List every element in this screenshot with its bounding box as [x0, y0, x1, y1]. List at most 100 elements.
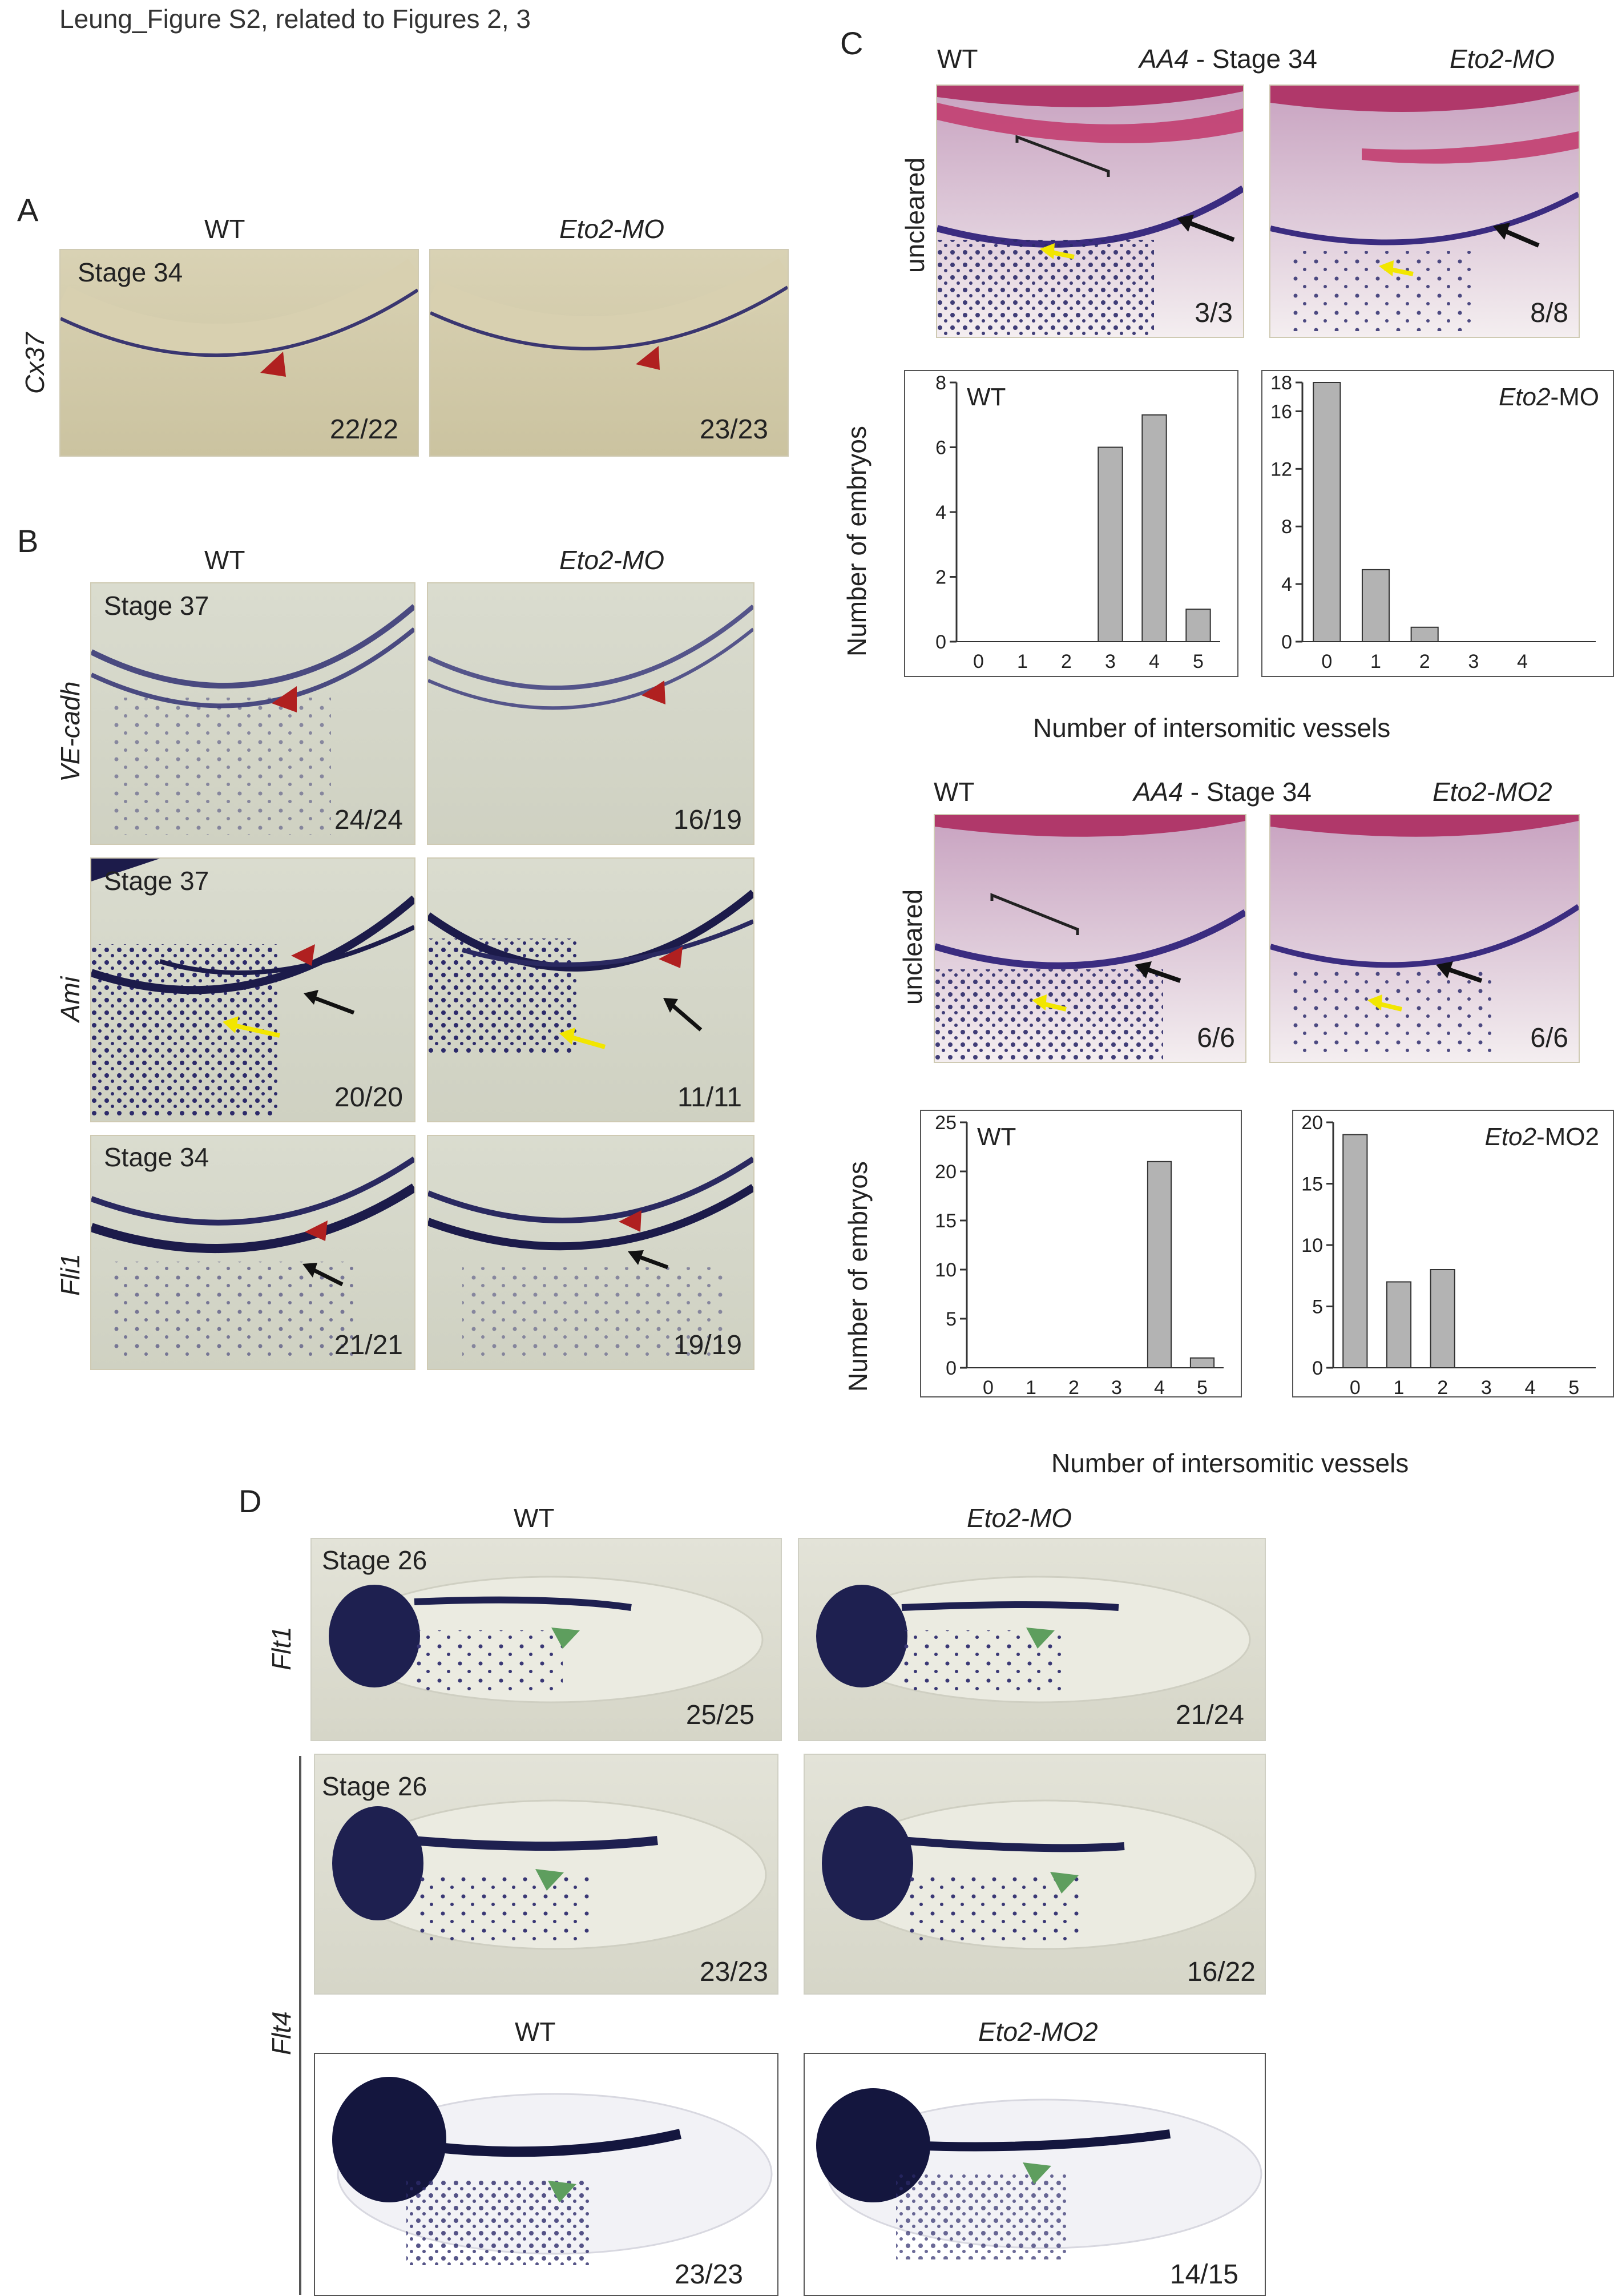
panel-letter-b: B	[17, 523, 39, 559]
col-label-mo2: Eto2-MO2	[978, 2017, 1098, 2047]
y-tick-label: 0	[1312, 1358, 1323, 1379]
x-tick-label: 0	[1350, 1377, 1361, 1399]
embryo-drawing	[315, 2054, 777, 2295]
image-flt4-mo2: 14/15	[804, 2053, 1266, 2296]
x-tick-label: 3	[1105, 651, 1116, 672]
embryo-count: 22/22	[329, 414, 398, 445]
y-tick-label: 4	[935, 502, 946, 523]
chart-svg: 0 5 10 15 20 0 1 2 3 4 5 Eto2-MO2	[1301, 1112, 1599, 1399]
y-tick-label: 18	[1270, 372, 1292, 394]
chart-c-wt-2: 0 5 10 15 20 25 0 1 2 3 4 5 WT	[920, 1110, 1242, 1399]
row-label-vecadh: VE-cadh	[55, 681, 85, 782]
embryo-count: 21/24	[1175, 1700, 1244, 1730]
row-label-uncleared: uncleared	[900, 157, 930, 273]
legend-label: WT	[977, 1123, 1016, 1151]
embryo-count: 23/23	[674, 2259, 743, 2290]
bar	[1361, 569, 1390, 642]
image-cx37-wt: Stage 34 22/22	[59, 249, 419, 457]
legend-label: Eto2-MO2	[1484, 1123, 1599, 1151]
y-tick-label: 12	[1270, 458, 1292, 480]
image-vecadh-mo: 16/19	[427, 582, 754, 845]
embryo-count: 25/25	[685, 1700, 754, 1730]
gene-stage-label: AA4 - Stage 34	[1133, 779, 1312, 805]
col-label-mo: Eto2-MO	[559, 214, 665, 244]
embryo-count: 16/19	[673, 805, 742, 835]
tissue-drawing	[91, 859, 414, 1121]
panel-letter-a: A	[17, 192, 39, 228]
x-tick-label: 1	[1370, 651, 1381, 672]
y-tick-label: 8	[1281, 516, 1292, 538]
embryo-count: 24/24	[334, 805, 403, 835]
x-tick-label: 4	[1154, 1377, 1165, 1399]
embryo-count: 11/11	[677, 1082, 742, 1113]
x-tick-label: 0	[983, 1377, 994, 1399]
stage-label: Stage 34	[78, 257, 183, 287]
x-tick-label: 3	[1111, 1377, 1122, 1399]
chart-svg: 0 2 4 6 8 0 1 2 3 4 5 WT	[935, 372, 1220, 672]
x-tick-label: 0	[1321, 651, 1332, 672]
row-label-ami: Ami	[55, 976, 85, 1022]
tissue-drawing	[430, 250, 788, 456]
image-flt1-mo: 21/24	[798, 1538, 1266, 1741]
image-vecadh-wt: Stage 37 24/24	[90, 582, 415, 845]
bar	[1386, 1281, 1412, 1368]
chart-svg: 0 5 10 15 20 25 0 1 2 3 4 5 WT	[935, 1112, 1224, 1399]
embryo-count: 23/23	[699, 1957, 768, 1987]
figure-title: Leung_Figure S2, related to Figures 2, 3	[59, 4, 531, 34]
image-flt1-wt: Stage 26 25/25	[310, 1538, 782, 1741]
stage-label: Stage 34	[104, 1142, 209, 1172]
stage-text: - Stage 34	[1183, 777, 1312, 807]
embryo-drawing	[799, 1539, 1265, 1740]
x-tick-label: 5	[1197, 1377, 1208, 1399]
tissue-drawing	[937, 86, 1243, 337]
embryo-drawing	[315, 1755, 777, 1993]
embryo-count: 3/3	[1195, 298, 1233, 328]
x-tick-label: 4	[1149, 651, 1160, 672]
y-tick-label: 5	[946, 1308, 957, 1330]
col-label-mo2: Eto2-MO2	[1433, 777, 1552, 807]
embryo-count: 14/15	[1169, 2259, 1238, 2290]
tissue-drawing	[1270, 86, 1579, 337]
image-aa4-wt-2: 6/6	[934, 814, 1246, 1063]
y-tick-label: 15	[935, 1210, 957, 1232]
col-label-wt: WT	[514, 1503, 555, 1533]
bar	[1097, 446, 1123, 642]
gene-stage-label: AA4 - Stage 34	[1139, 46, 1317, 72]
row-label-flt1: Flt1	[267, 1626, 296, 1670]
embryo-drawing	[805, 1755, 1265, 1993]
x-axis-label: Number of intersomitic vessels	[1051, 1448, 1409, 1478]
embryo-count: 23/23	[699, 414, 768, 445]
panel-letter-c: C	[840, 25, 864, 61]
stage-label: Stage 37	[104, 591, 209, 621]
x-tick-label: 2	[1061, 651, 1072, 672]
chart-c-mo: 0 4 8 12 16 18 0 1 2 3 4 Eto2-MO	[1261, 370, 1614, 677]
x-tick-label: 4	[1517, 651, 1528, 672]
embryo-drawing	[805, 2054, 1265, 2295]
col-label-wt: WT	[515, 2017, 556, 2047]
x-tick-label: 0	[973, 651, 984, 672]
image-ami-mo: 11/11	[427, 857, 754, 1122]
panel-letter-d: D	[239, 1483, 262, 1519]
stage-label: Stage 37	[104, 866, 209, 896]
col-label-wt: WT	[934, 777, 975, 807]
chart-c-mo2: 0 5 10 15 20 0 1 2 3 4 5 Eto2-MO2	[1292, 1110, 1614, 1399]
stage-label: Stage 26	[322, 1545, 427, 1575]
x-tick-label: 4	[1525, 1377, 1536, 1399]
stage-text: - Stage 34	[1188, 44, 1317, 74]
y-tick-label: 0	[946, 1358, 957, 1379]
tissue-drawing	[935, 815, 1245, 1062]
y-tick-label: 5	[1312, 1296, 1323, 1318]
y-tick-label: 20	[935, 1161, 957, 1183]
gene-name: AA4	[1139, 44, 1189, 74]
x-tick-label: 3	[1468, 651, 1479, 672]
y-tick-label: 6	[935, 437, 946, 459]
row-label-uncleared: uncleared	[898, 889, 927, 1005]
x-tick-label: 2	[1437, 1377, 1448, 1399]
y-tick-label: 20	[1301, 1112, 1323, 1134]
image-ami-wt: Stage 37 20/20	[90, 857, 415, 1122]
y-tick-label: 0	[935, 631, 946, 653]
embryo-count: 20/20	[334, 1082, 403, 1113]
tissue-drawing	[1270, 815, 1579, 1062]
y-axis-label: Number of embryos	[843, 1161, 873, 1392]
